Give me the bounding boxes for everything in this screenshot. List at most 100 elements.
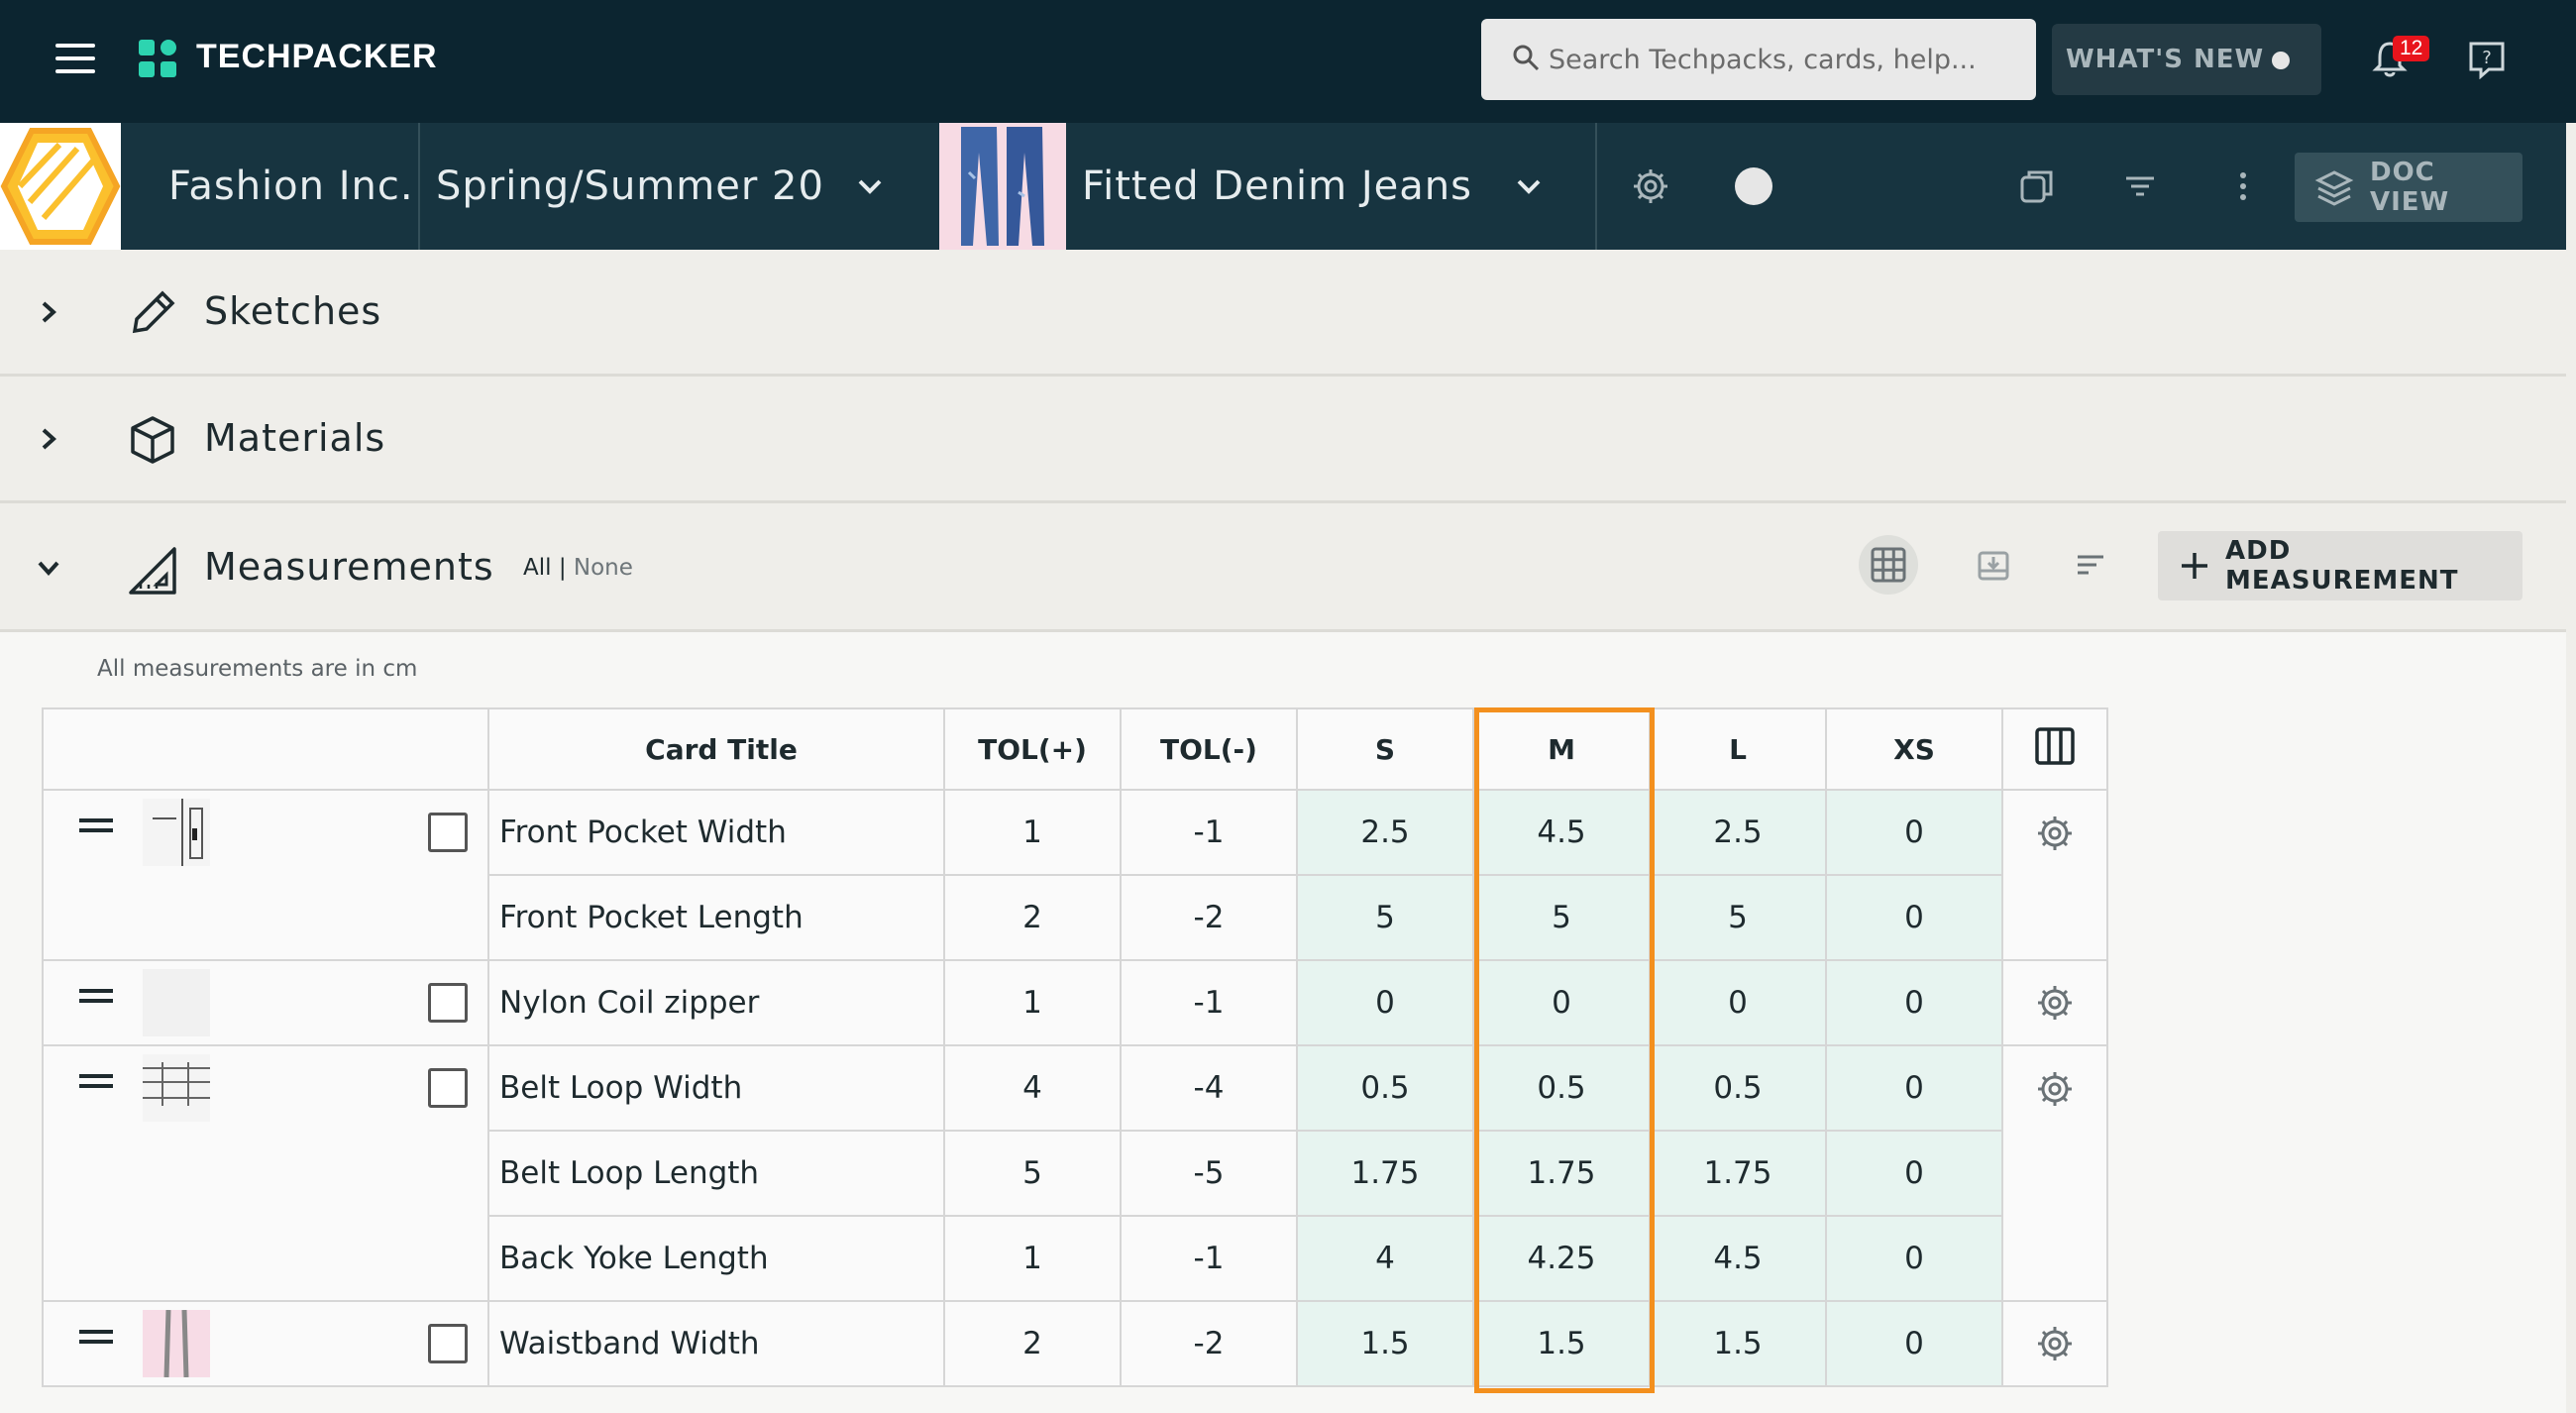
grid-view-button[interactable] <box>1859 535 1918 595</box>
tol-plus-header[interactable]: TOL(+) <box>943 707 1122 791</box>
size-xs-header[interactable]: XS <box>1825 707 2003 791</box>
size-m-cell[interactable]: 5 <box>1472 874 1651 961</box>
company-name[interactable]: Fashion Inc. <box>121 123 420 250</box>
menu-icon[interactable] <box>55 44 95 75</box>
tol-minus-cell[interactable]: -1 <box>1120 1215 1298 1302</box>
tol-plus-cell[interactable]: 2 <box>943 874 1122 961</box>
card-thumbnail[interactable] <box>143 969 210 1036</box>
size-l-cell[interactable]: 4.5 <box>1649 1215 1827 1302</box>
tol-plus-cell[interactable]: 5 <box>943 1130 1122 1217</box>
settings-gear-icon[interactable] <box>1631 166 1670 206</box>
size-xs-cell[interactable]: 0 <box>1825 1130 2003 1217</box>
row-checkbox[interactable] <box>428 813 468 852</box>
size-l-cell[interactable]: 0 <box>1649 959 1827 1046</box>
tol-plus-cell[interactable]: 2 <box>943 1300 1122 1387</box>
measurements-section-header[interactable]: Measurements <box>0 503 2566 632</box>
card-settings-gear-icon[interactable] <box>2035 1324 2075 1363</box>
row-checkbox[interactable] <box>428 983 468 1023</box>
filter-icon[interactable] <box>2120 166 2160 206</box>
size-m-cell[interactable]: 1.5 <box>1472 1300 1651 1387</box>
whats-new-button[interactable]: WHAT'S NEW <box>2052 24 2321 95</box>
select-none-link[interactable]: None <box>573 555 633 581</box>
card-title-cell[interactable]: Belt Loop Length <box>487 1130 945 1217</box>
product-chevron-down-icon[interactable] <box>1516 178 1542 194</box>
tol-minus-header[interactable]: TOL(-) <box>1120 707 1298 791</box>
card-thumbnail[interactable] <box>143 1054 210 1122</box>
size-s-cell[interactable]: 0.5 <box>1296 1044 1474 1132</box>
search-box[interactable] <box>1481 19 2036 100</box>
tol-minus-cell[interactable]: -4 <box>1120 1044 1298 1132</box>
size-xs-cell[interactable]: 0 <box>1825 1300 2003 1387</box>
product-selector[interactable]: Fitted Denim Jeans <box>1066 123 1597 250</box>
tol-plus-cell[interactable]: 1 <box>943 1215 1122 1302</box>
size-xs-cell[interactable]: 0 <box>1825 959 2003 1046</box>
tol-minus-cell[interactable]: -1 <box>1120 959 1298 1046</box>
row-checkbox[interactable] <box>428 1068 468 1108</box>
sort-button[interactable] <box>2061 535 2120 595</box>
import-button[interactable] <box>1964 535 2023 595</box>
size-s-cell[interactable]: 5 <box>1296 874 1474 961</box>
drag-handle-icon[interactable] <box>79 818 113 832</box>
card-settings-gear-icon[interactable] <box>2035 814 2075 853</box>
card-title-cell[interactable]: Front Pocket Length <box>487 874 945 961</box>
column-settings-header[interactable] <box>2001 707 2108 791</box>
tol-plus-cell[interactable]: 1 <box>943 959 1122 1046</box>
search-input[interactable] <box>1549 19 2014 100</box>
chevron-right-icon[interactable] <box>38 301 59 323</box>
size-l-header[interactable]: L <box>1649 707 1827 791</box>
duplicate-icon[interactable] <box>2017 166 2057 206</box>
size-l-cell[interactable]: 2.5 <box>1649 789 1827 876</box>
row-checkbox[interactable] <box>428 1324 468 1363</box>
tol-plus-cell[interactable]: 1 <box>943 789 1122 876</box>
card-title-cell[interactable]: Belt Loop Width <box>487 1044 945 1132</box>
add-measurement-button[interactable]: ADD MEASUREMENT <box>2158 531 2522 600</box>
more-options-icon[interactable] <box>2223 166 2263 206</box>
chevron-right-icon[interactable] <box>38 428 59 450</box>
drag-handle-icon[interactable] <box>79 989 113 1003</box>
size-l-cell[interactable]: 1.75 <box>1649 1130 1827 1217</box>
card-title-header[interactable]: Card Title <box>487 707 945 791</box>
help-chat-icon[interactable]: ? <box>2467 40 2507 79</box>
size-l-cell[interactable]: 5 <box>1649 874 1827 961</box>
card-thumbnail[interactable] <box>143 799 210 866</box>
tol-plus-cell[interactable]: 4 <box>943 1044 1122 1132</box>
card-title-cell[interactable]: Nylon Coil zipper <box>487 959 945 1046</box>
season-chevron-down-icon[interactable] <box>857 178 883 194</box>
brand-logo[interactable] <box>0 123 121 250</box>
card-settings-gear-icon[interactable] <box>2035 1069 2075 1109</box>
size-s-cell[interactable]: 0 <box>1296 959 1474 1046</box>
card-title-cell[interactable]: Back Yoke Length <box>487 1215 945 1302</box>
select-all-link[interactable]: All <box>523 555 552 581</box>
size-l-cell[interactable]: 0.5 <box>1649 1044 1827 1132</box>
size-xs-cell[interactable]: 0 <box>1825 874 2003 961</box>
size-s-header[interactable]: S <box>1296 707 1474 791</box>
card-title-cell[interactable]: Waistband Width <box>487 1300 945 1387</box>
sketches-section-header[interactable]: Sketches <box>0 250 2566 377</box>
size-m-cell[interactable]: 4.25 <box>1472 1215 1651 1302</box>
size-s-cell[interactable]: 1.75 <box>1296 1130 1474 1217</box>
size-m-cell[interactable]: 4.5 <box>1472 789 1651 876</box>
size-m-cell[interactable]: 0 <box>1472 959 1651 1046</box>
card-settings-gear-icon[interactable] <box>2035 983 2075 1023</box>
size-m-cell[interactable]: 1.75 <box>1472 1130 1651 1217</box>
status-circle-icon[interactable] <box>1734 166 1773 206</box>
size-xs-cell[interactable]: 0 <box>1825 1215 2003 1302</box>
drag-handle-icon[interactable] <box>79 1330 113 1344</box>
doc-view-button[interactable]: DOC VIEW <box>2295 153 2522 222</box>
tol-minus-cell[interactable]: -1 <box>1120 789 1298 876</box>
size-m-header[interactable]: M <box>1472 707 1651 791</box>
materials-section-header[interactable]: Materials <box>0 377 2566 503</box>
size-l-cell[interactable]: 1.5 <box>1649 1300 1827 1387</box>
chevron-down-icon[interactable] <box>38 557 59 579</box>
tol-minus-cell[interactable]: -5 <box>1120 1130 1298 1217</box>
size-xs-cell[interactable]: 0 <box>1825 789 2003 876</box>
size-s-cell[interactable]: 2.5 <box>1296 789 1474 876</box>
size-s-cell[interactable]: 4 <box>1296 1215 1474 1302</box>
tol-minus-cell[interactable]: -2 <box>1120 874 1298 961</box>
card-title-cell[interactable]: Front Pocket Width <box>487 789 945 876</box>
drag-handle-icon[interactable] <box>79 1074 113 1088</box>
size-xs-cell[interactable]: 0 <box>1825 1044 2003 1132</box>
card-thumbnail[interactable] <box>143 1309 210 1378</box>
size-s-cell[interactable]: 1.5 <box>1296 1300 1474 1387</box>
season-selector[interactable]: Spring/Summer 20 <box>420 123 939 250</box>
